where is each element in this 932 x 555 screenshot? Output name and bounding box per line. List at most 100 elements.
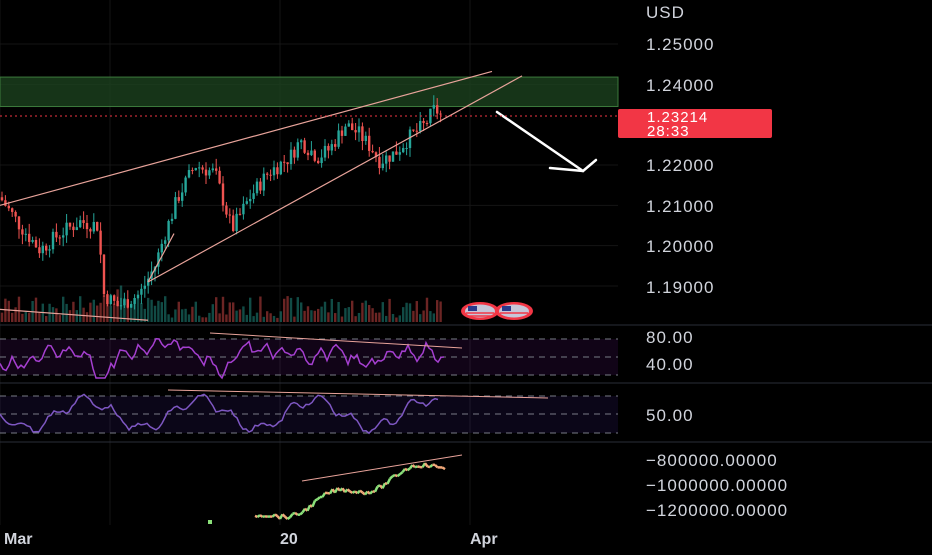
candle-body [120,305,122,306]
cvd-segment [443,468,446,470]
candle-body [198,167,200,168]
candle-body [341,130,343,135]
candle-body [320,158,322,164]
candle-body [161,244,163,253]
volume-bar [419,314,421,322]
cvd-segment [275,514,278,516]
event-icons[interactable] [461,302,533,320]
candle-body [368,136,370,151]
candle-body [86,223,88,229]
cvd-segment [370,491,373,493]
volume-bar [422,310,424,322]
price-tick: 1.25000 [646,35,714,54]
cvd-segment [345,489,348,492]
candle-body [263,174,265,191]
price-badge[interactable]: 1.23214 28:33 [618,109,772,140]
candle-body [201,167,203,169]
us-flag-icon[interactable] [461,302,499,320]
cvd-dot [208,520,212,524]
candle-body [45,246,47,251]
cvd-segment [283,514,286,516]
volume-bar [399,315,401,322]
candle-body [354,130,356,132]
cvd-segment [300,512,303,514]
cvd-segment [375,487,378,492]
volume-bar [21,314,23,322]
volume-bar [52,307,54,322]
volume-bar [103,295,105,322]
volume-bar [344,308,346,322]
volume-bar [392,314,394,322]
eu-flag-icon[interactable] [495,302,533,320]
candle-body [405,148,407,149]
candle-body [416,131,418,132]
candle-body [144,286,146,289]
candle-body [171,219,173,221]
candle-body [392,151,394,161]
volume-bar [25,312,27,322]
rsi-panel [0,333,618,378]
volume-bar [252,316,254,322]
volume-bar [361,303,363,322]
volume-bar [235,311,237,322]
volume-bar [314,311,316,322]
date-label-20: 20 [280,531,298,548]
candle-body [195,168,197,170]
volume-bar [76,310,78,322]
volume-bar [99,303,101,322]
candle-body [103,255,105,295]
candle-body [310,151,312,156]
volume-bar [195,302,197,322]
candle-body [331,144,333,150]
candle-body [208,170,210,175]
candle-body [130,304,132,308]
volume-bar [388,299,390,322]
volume-bar [412,311,414,322]
volume-bar [218,313,220,322]
candle-body [249,199,251,201]
candle-body [439,114,441,115]
candle-body [351,123,353,130]
candle-body [409,130,411,148]
volume-bar [82,308,84,322]
volume-bar [307,306,309,322]
volume-bar [164,296,166,322]
candle-body [69,223,71,227]
volume-bar [229,302,231,322]
cvd-segment [348,489,351,491]
cvd-segment [425,463,428,467]
price-tick: 1.19000 [646,278,714,297]
candle-body [300,140,302,142]
candle-body [402,148,404,152]
cvd-segment [323,493,326,497]
candle-body [280,162,282,174]
candle-body [99,231,101,255]
volume-bar [337,302,339,322]
cvd-segment [260,515,263,517]
price-tick: 1.20000 [646,237,714,256]
candle-body [276,167,278,174]
candle-body [188,170,190,177]
volume-bar [263,317,265,322]
date-axis[interactable]: Mar 20 Apr [4,531,498,548]
volume-bar [310,310,312,322]
price-axis[interactable]: USD 1.25000 1.24000 1.22000 1.21000 1.20… [646,3,714,297]
volume-bar [331,299,333,322]
volume-bar [426,298,428,322]
volume-bar [409,303,411,322]
volume-bar [201,317,203,322]
volume-bar [286,296,288,322]
cvd-segment [388,479,391,484]
volume-bar [249,298,251,322]
candle-body [191,170,193,171]
candle-body [164,240,166,244]
volume-bar [320,307,322,322]
cvd-segment [360,491,363,493]
candle-body [137,295,139,298]
candle-body [59,237,61,238]
candle-body [79,220,81,227]
candle-body [378,157,380,168]
volume-bar [154,306,156,322]
